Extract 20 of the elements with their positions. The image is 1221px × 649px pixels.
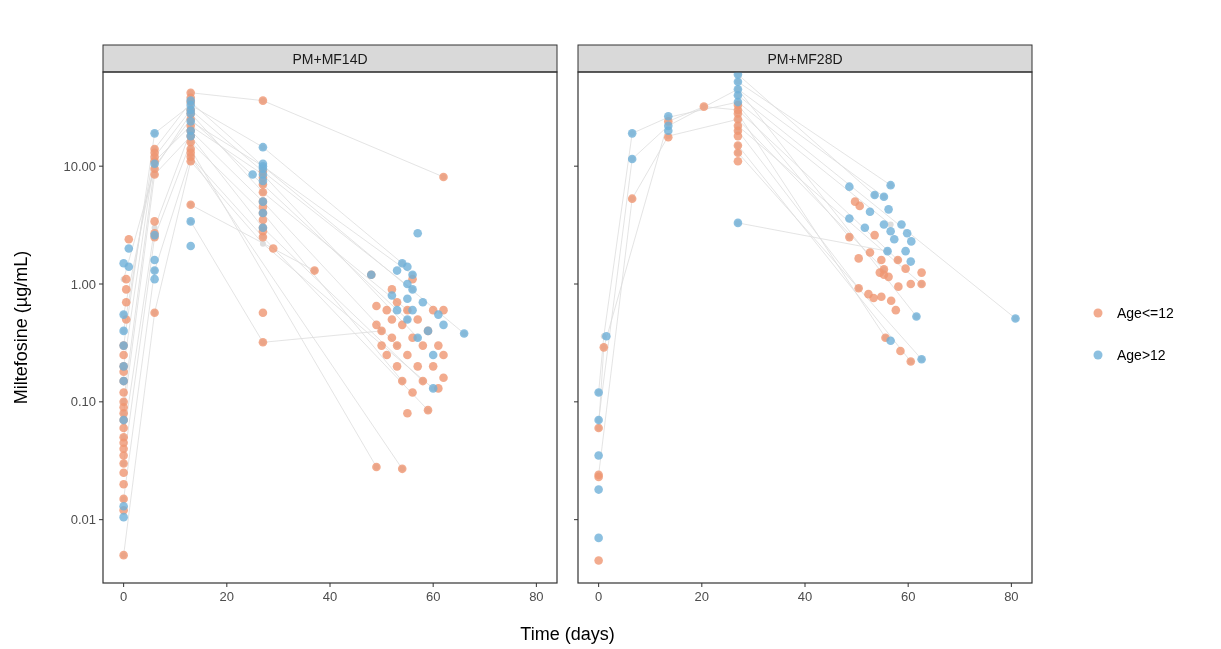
x-tick-label: 0 <box>120 589 128 604</box>
x-tick-label: 60 <box>900 589 916 604</box>
x-tick-label: 40 <box>322 589 338 604</box>
chart-title: PM+MF14D <box>292 50 368 67</box>
x-tick-label: 20 <box>219 589 235 604</box>
x-tick-label: 0 <box>595 589 603 604</box>
chart-title: PM+MF28D <box>767 50 843 67</box>
y-tick-label: 10.00 <box>63 158 96 174</box>
y-tick-label: 1.00 <box>70 276 96 292</box>
x-tick-label: 80 <box>529 589 544 604</box>
x-tick-label: 60 <box>425 589 441 604</box>
y-tick-label: 0.01 <box>70 512 96 528</box>
x-tick-label: 20 <box>694 589 710 604</box>
y-axis-title: Miltefosine (µg/mL) <box>11 250 31 405</box>
x-tick-label: 80 <box>1004 589 1019 604</box>
x-tick-label: 40 <box>797 589 813 604</box>
legend-label: Age>12 <box>1117 347 1166 363</box>
legend-label: Age<=12 <box>1117 305 1175 321</box>
x-axis-title: Time (days) <box>520 624 615 644</box>
y-tick-label: 0.10 <box>70 394 96 410</box>
